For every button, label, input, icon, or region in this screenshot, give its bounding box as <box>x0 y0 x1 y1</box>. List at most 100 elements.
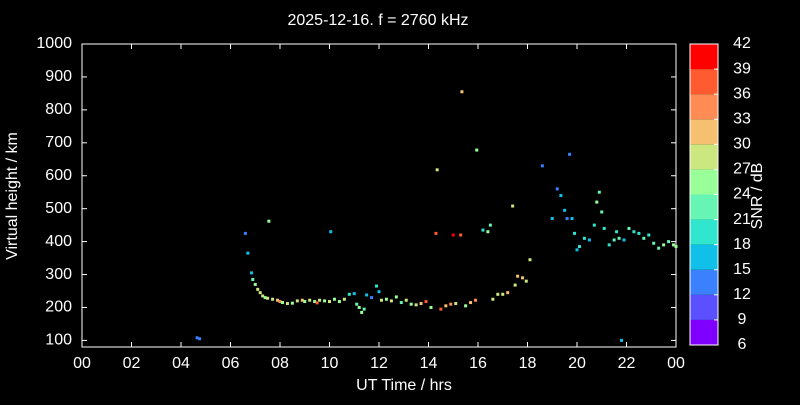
data-point <box>454 302 458 306</box>
y-tick-label: 500 <box>45 200 72 217</box>
data-point <box>337 300 341 304</box>
data-point <box>615 230 619 234</box>
data-point <box>347 292 351 296</box>
data-point <box>496 292 500 296</box>
data-point <box>370 296 374 300</box>
colorbar-segment <box>690 194 718 220</box>
data-point <box>409 302 413 306</box>
colorbar-tick-label: 30 <box>733 136 751 153</box>
data-point <box>404 298 408 302</box>
y-tick-label: 1000 <box>36 35 72 52</box>
data-point <box>318 298 322 302</box>
data-point <box>261 294 265 298</box>
data-point <box>595 200 599 204</box>
x-tick-label: 20 <box>568 355 586 372</box>
data-point <box>647 233 651 237</box>
y-tick-label: 700 <box>45 134 72 151</box>
data-point <box>243 231 247 235</box>
data-point <box>587 238 591 242</box>
data-point <box>582 236 586 240</box>
data-point <box>300 298 304 302</box>
data-point <box>600 210 604 214</box>
colorbar-segment <box>690 144 718 170</box>
colorbar-segment <box>690 219 718 245</box>
data-point <box>555 187 559 191</box>
data-point <box>672 243 676 247</box>
data-point <box>379 298 383 302</box>
data-point <box>195 336 199 340</box>
data-point <box>577 245 581 249</box>
data-point <box>506 291 510 295</box>
data-point <box>399 301 403 305</box>
colorbar-tick-label: 9 <box>738 311 747 328</box>
data-point <box>511 204 515 208</box>
data-point <box>342 297 346 301</box>
data-point <box>568 152 572 156</box>
data-point <box>570 217 574 221</box>
data-point <box>263 296 267 300</box>
data-point <box>528 258 532 262</box>
data-point <box>481 228 485 232</box>
y-tick-label: 600 <box>45 167 72 184</box>
data-point <box>622 238 626 242</box>
data-point <box>657 246 661 250</box>
data-point <box>550 217 554 221</box>
x-tick-label: 00 <box>667 355 685 372</box>
data-point <box>419 302 423 306</box>
data-point <box>360 310 364 314</box>
x-tick-label: 02 <box>123 355 141 372</box>
data-point <box>375 284 379 288</box>
x-tick-label: 14 <box>420 355 438 372</box>
data-point <box>389 299 393 303</box>
data-point <box>459 233 463 237</box>
colorbar-segment <box>690 69 718 95</box>
x-tick-label: 10 <box>321 355 339 372</box>
colorbar-segment <box>690 244 718 270</box>
data-point <box>617 236 621 240</box>
data-point <box>620 338 624 342</box>
colorbar-segment <box>690 44 718 70</box>
data-point <box>464 304 468 308</box>
colorbar-tick-label: 33 <box>733 110 751 127</box>
data-point <box>674 245 678 249</box>
data-point <box>575 248 579 252</box>
colorbar-segment <box>690 94 718 120</box>
data-point <box>355 302 359 306</box>
data-point <box>592 223 596 227</box>
data-point <box>285 302 289 306</box>
data-point <box>280 301 284 305</box>
x-tick-label: 04 <box>172 355 190 372</box>
data-point <box>365 293 369 297</box>
y-tick-label: 100 <box>45 332 72 349</box>
data-point <box>627 226 631 230</box>
y-axis-label: Virtual height / km <box>4 132 21 260</box>
data-point <box>516 274 520 278</box>
data-point <box>357 305 361 309</box>
x-tick-label: 22 <box>618 355 636 372</box>
data-point <box>612 238 616 242</box>
data-point <box>491 297 495 301</box>
data-point <box>429 305 433 309</box>
y-tick-label: 800 <box>45 101 72 118</box>
x-tick-label: 00 <box>73 355 91 372</box>
data-point <box>329 230 333 234</box>
data-point <box>521 276 525 280</box>
data-point <box>328 300 331 304</box>
colorbar-label: SNR / dB <box>749 163 766 230</box>
data-point <box>394 295 398 299</box>
data-point <box>469 301 473 305</box>
colorbar-segment <box>690 269 718 295</box>
colorbar-tick-label: 12 <box>733 286 751 303</box>
data-point <box>308 298 312 302</box>
data-point <box>424 300 428 304</box>
data-point <box>501 292 505 296</box>
colorbar-tick-label: 42 <box>733 35 751 52</box>
data-point <box>540 164 544 168</box>
data-point <box>266 296 270 300</box>
data-point <box>290 301 294 305</box>
data-point <box>460 90 464 94</box>
colorbar-tick-label: 27 <box>733 161 751 178</box>
x-tick-label: 08 <box>271 355 289 372</box>
data-point <box>573 231 577 235</box>
